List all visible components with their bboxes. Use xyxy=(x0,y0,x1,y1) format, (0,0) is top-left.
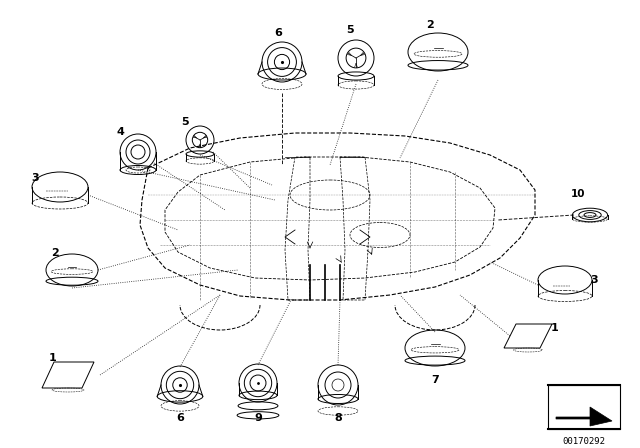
Text: 8: 8 xyxy=(334,413,342,423)
Text: 2: 2 xyxy=(51,248,59,258)
Text: 3: 3 xyxy=(590,275,598,285)
Text: 6: 6 xyxy=(274,28,282,38)
Text: 1: 1 xyxy=(49,353,57,363)
Text: 10: 10 xyxy=(571,189,585,199)
Text: 00170292: 00170292 xyxy=(563,436,605,445)
Bar xyxy=(548,385,620,429)
Text: 5: 5 xyxy=(181,117,189,127)
Text: 5: 5 xyxy=(346,25,354,35)
Polygon shape xyxy=(556,407,612,426)
Text: 4: 4 xyxy=(116,127,124,137)
Text: 2: 2 xyxy=(426,20,434,30)
Text: 3: 3 xyxy=(31,173,39,183)
Text: 6: 6 xyxy=(176,413,184,423)
Text: 1: 1 xyxy=(551,323,559,333)
Text: 7: 7 xyxy=(431,375,439,385)
Text: 9: 9 xyxy=(254,413,262,423)
